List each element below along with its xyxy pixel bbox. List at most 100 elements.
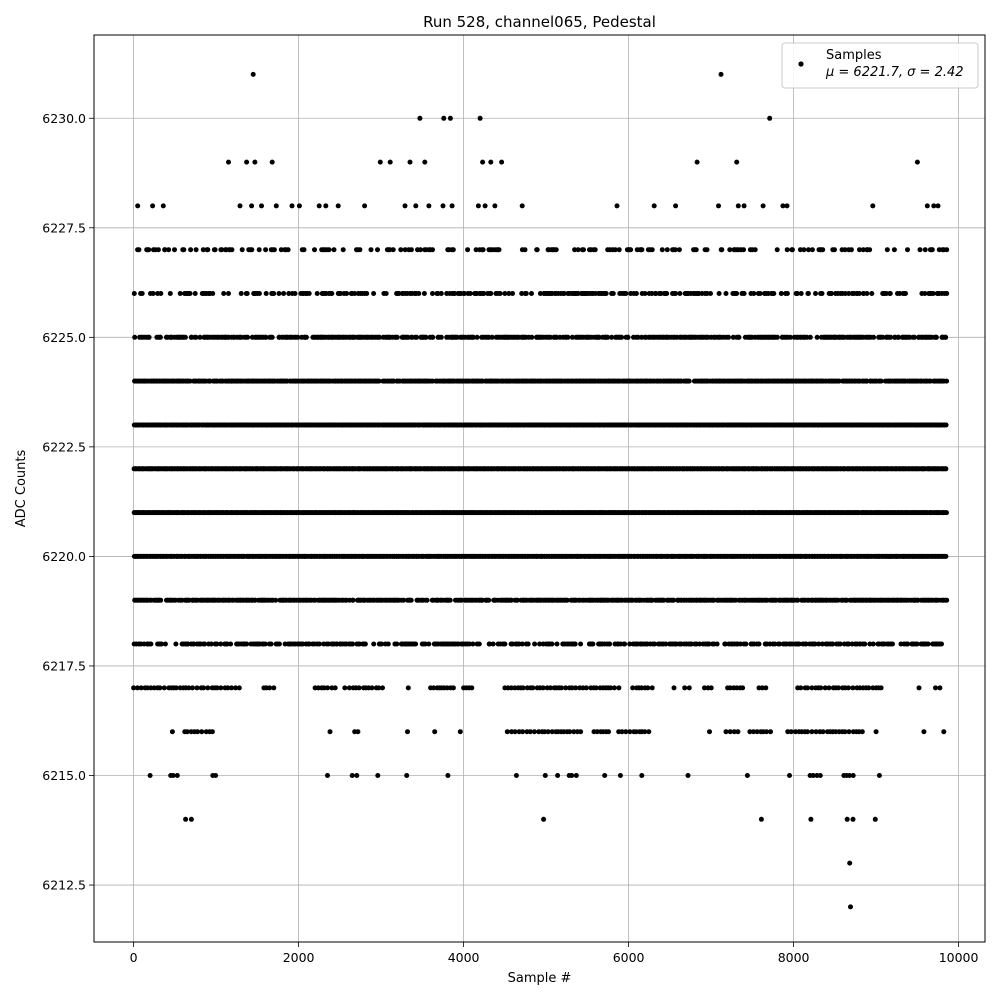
data-point	[673, 291, 678, 296]
data-point	[891, 247, 897, 253]
data-point	[210, 291, 216, 296]
data-point	[263, 247, 269, 253]
data-point	[486, 597, 492, 603]
data-point	[314, 291, 320, 296]
data-point	[205, 247, 211, 253]
data-point	[344, 291, 350, 296]
data-point	[212, 247, 218, 253]
data-point	[686, 378, 692, 384]
data-point	[488, 291, 494, 296]
data-point	[173, 641, 179, 647]
data-point	[188, 247, 194, 253]
data-point	[473, 247, 479, 253]
data-point	[417, 247, 423, 253]
data-point	[166, 247, 172, 253]
data-point	[295, 334, 301, 340]
data-point	[193, 334, 199, 340]
data-point	[677, 291, 683, 296]
data-point	[820, 247, 826, 253]
data-point	[481, 291, 487, 296]
data-point	[408, 597, 414, 603]
data-point	[676, 247, 682, 253]
data-point	[603, 291, 609, 296]
data-point	[371, 641, 377, 647]
data-point	[263, 334, 269, 340]
data-point	[476, 641, 482, 647]
data-point	[619, 334, 625, 340]
data-point	[502, 291, 508, 296]
data-point	[229, 247, 235, 253]
data-point	[508, 597, 514, 603]
data-point	[510, 291, 515, 296]
data-point	[474, 334, 480, 340]
data-point	[276, 641, 282, 647]
data-point	[506, 291, 512, 296]
data-point	[208, 641, 214, 647]
data-point	[723, 291, 729, 296]
data-point	[301, 247, 307, 253]
data-point	[751, 291, 757, 296]
data-point	[771, 291, 777, 296]
data-point	[870, 641, 876, 647]
data-point	[519, 641, 525, 647]
data-point	[756, 641, 762, 647]
data-point	[529, 291, 534, 296]
data-point	[547, 334, 553, 340]
data-point	[487, 641, 492, 647]
data-point	[529, 334, 535, 340]
data-point	[774, 247, 780, 253]
data-point	[402, 247, 408, 253]
data-point	[525, 641, 531, 647]
data-point	[244, 641, 250, 647]
data-point	[610, 291, 616, 296]
data-point	[616, 247, 622, 253]
data-point	[150, 291, 156, 296]
data-point	[200, 247, 206, 253]
data-point	[146, 334, 152, 340]
data-point	[331, 247, 337, 253]
data-point	[132, 334, 138, 340]
data-point	[450, 247, 456, 253]
data-point	[514, 597, 520, 603]
data-point	[146, 247, 152, 253]
data-point	[809, 247, 815, 253]
data-point	[424, 597, 430, 603]
data-point	[590, 641, 596, 647]
data-point	[338, 291, 344, 296]
data-point	[256, 291, 262, 296]
data-point	[340, 247, 346, 253]
data-point	[470, 334, 476, 340]
data-point	[553, 247, 559, 253]
data-point	[408, 247, 414, 253]
data-point	[286, 291, 292, 296]
data-point	[375, 247, 380, 253]
data-point	[281, 291, 287, 296]
data-point	[862, 641, 868, 647]
data-point	[537, 641, 543, 647]
data-point	[158, 597, 164, 603]
data-point	[221, 291, 227, 296]
data-point	[312, 247, 317, 253]
data-point	[385, 641, 391, 647]
data-point	[659, 247, 665, 253]
data-point	[549, 641, 555, 647]
data-point	[383, 291, 389, 296]
data-point	[519, 291, 525, 296]
data-point	[752, 247, 758, 253]
data-point	[719, 247, 725, 253]
data-point	[414, 334, 420, 340]
data-point	[628, 247, 634, 253]
data-point	[581, 247, 586, 253]
data-point	[390, 247, 396, 253]
data-point	[743, 641, 749, 647]
data-point	[554, 641, 560, 647]
data-point	[182, 334, 188, 340]
data-point	[575, 247, 581, 253]
data-point	[564, 597, 570, 603]
data-point	[131, 291, 137, 296]
data-point	[376, 334, 382, 340]
data-point	[285, 247, 291, 253]
data-point	[426, 641, 432, 647]
data-point	[394, 641, 400, 647]
data-point	[774, 334, 780, 340]
